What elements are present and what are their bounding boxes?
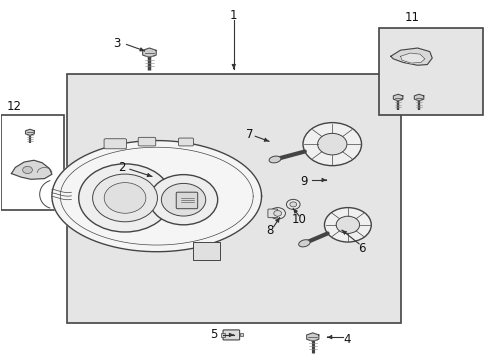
Bar (239, 333, 242, 336)
Bar (193, 242, 220, 260)
Polygon shape (25, 129, 34, 135)
Bar (221, 333, 224, 337)
Circle shape (317, 134, 346, 155)
Text: 7: 7 (245, 127, 253, 141)
Circle shape (92, 174, 157, 222)
Circle shape (149, 175, 217, 225)
Text: 11: 11 (404, 12, 418, 24)
Bar (66, 74, 400, 323)
Circle shape (273, 211, 281, 216)
Polygon shape (306, 333, 318, 341)
Bar (378, 28, 483, 116)
Ellipse shape (298, 240, 309, 247)
Circle shape (286, 199, 300, 210)
Text: 12: 12 (7, 100, 22, 113)
Circle shape (289, 202, 296, 207)
Polygon shape (400, 53, 424, 63)
Polygon shape (413, 94, 423, 101)
Circle shape (324, 208, 370, 242)
Polygon shape (392, 94, 402, 101)
FancyBboxPatch shape (178, 138, 193, 146)
FancyBboxPatch shape (138, 137, 156, 146)
Circle shape (335, 216, 359, 233)
Circle shape (22, 166, 32, 174)
Circle shape (269, 208, 285, 219)
Text: 5: 5 (210, 328, 218, 341)
Text: 10: 10 (291, 213, 306, 226)
Text: 6: 6 (357, 242, 365, 255)
Bar (0, 116, 64, 211)
FancyBboxPatch shape (176, 192, 197, 209)
Polygon shape (52, 140, 261, 252)
Polygon shape (390, 48, 431, 65)
FancyBboxPatch shape (223, 330, 239, 340)
Circle shape (303, 123, 361, 166)
Text: 9: 9 (300, 175, 307, 188)
Text: 4: 4 (343, 333, 350, 346)
Text: 8: 8 (266, 224, 273, 238)
Text: 1: 1 (229, 9, 237, 22)
Polygon shape (11, 160, 52, 179)
Text: 3: 3 (113, 36, 120, 50)
FancyBboxPatch shape (267, 209, 277, 218)
Text: 2: 2 (118, 161, 125, 174)
Circle shape (104, 183, 145, 213)
Polygon shape (142, 48, 156, 57)
Ellipse shape (268, 156, 280, 163)
Circle shape (161, 183, 205, 216)
Circle shape (79, 164, 171, 232)
FancyBboxPatch shape (104, 139, 126, 149)
